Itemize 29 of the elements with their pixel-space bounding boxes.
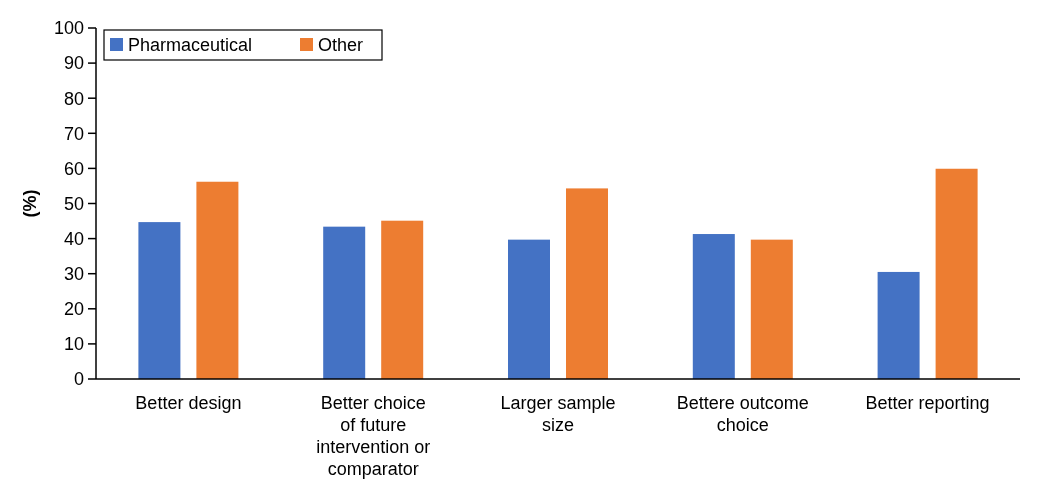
- legend-label: Pharmaceutical: [128, 35, 253, 56]
- y-tick-label: 70: [63, 123, 84, 144]
- y-tick-label: 20: [63, 299, 84, 320]
- bar: [877, 271, 920, 379]
- y-tick-label: 60: [63, 158, 84, 179]
- y-tick-label: 80: [63, 88, 84, 109]
- y-tick-label: 100: [53, 18, 84, 39]
- bar: [508, 239, 550, 379]
- bar: [138, 222, 181, 379]
- y-tick-label: 30: [63, 264, 84, 284]
- y-tick-label: 0: [73, 369, 84, 390]
- y-tick-label: 40: [63, 228, 84, 249]
- bar: [935, 168, 978, 379]
- x-tick-label: Bettere outcome choice: [676, 393, 809, 435]
- y-axis-title: (%): [20, 189, 40, 218]
- y-tick-label: 90: [63, 53, 84, 74]
- x-tick-label: Better choice of future intervention or comparator: [316, 393, 431, 479]
- y-tick-label: 50: [63, 193, 84, 214]
- bar: [381, 220, 424, 379]
- x-tick-label: Better design: [135, 393, 242, 413]
- bar: [566, 188, 608, 379]
- y-tick-label: 10: [63, 334, 84, 355]
- x-tick-label: Better reporting: [865, 393, 990, 413]
- bar: [196, 181, 239, 379]
- legend-label: Other: [318, 35, 364, 56]
- bar: [750, 239, 793, 379]
- x-tick-label: Larger sample size: [500, 393, 616, 435]
- bar: [692, 234, 735, 379]
- bar: [323, 226, 366, 379]
